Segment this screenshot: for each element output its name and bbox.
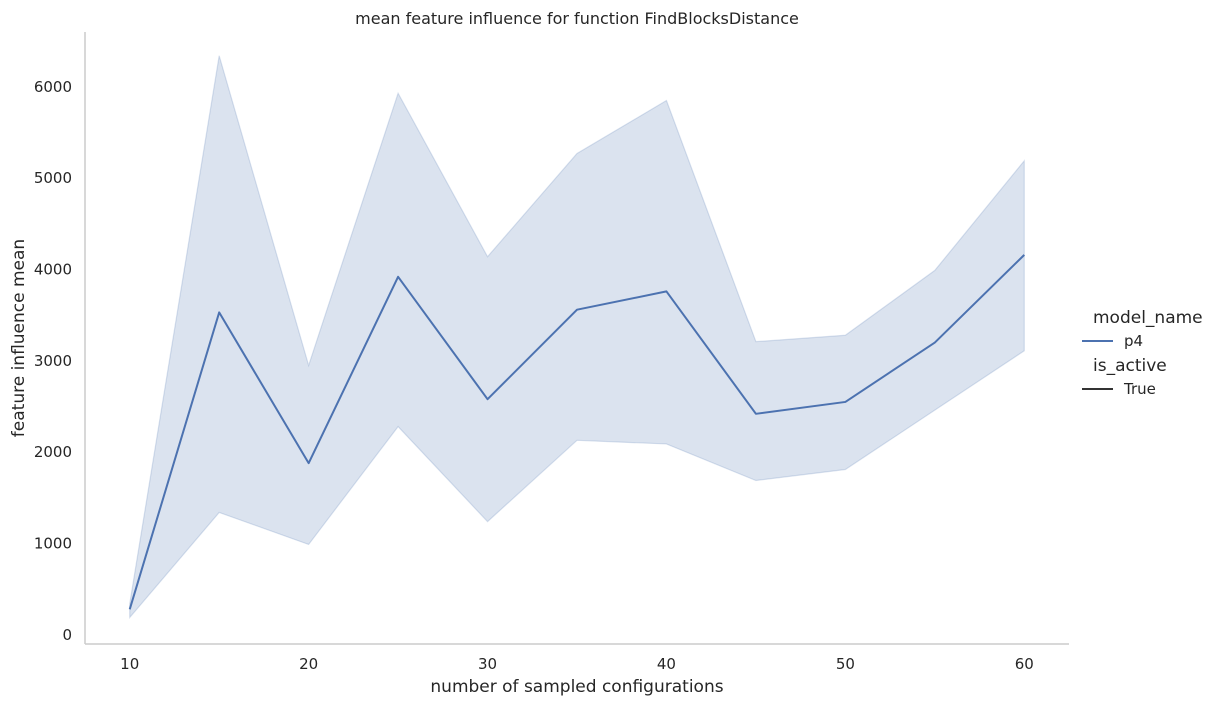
legend: model_name p4 is_active True: [1082, 308, 1203, 398]
series-line-p4: [128, 254, 1025, 610]
x-tick-label: 50: [836, 655, 855, 673]
x-tick-label: 60: [1015, 655, 1034, 673]
legend-title-model-name: model_name: [1093, 308, 1203, 328]
legend-entry-p4: p4: [1124, 332, 1143, 350]
y-axis-label: feature influence mean: [9, 239, 29, 437]
x-tick-label: 10: [120, 655, 139, 673]
x-tick-label: 40: [657, 655, 676, 673]
y-tick-label: 1000: [34, 535, 72, 553]
legend-entry-true: True: [1123, 380, 1156, 398]
x-tick-labels: 10 20 30 40 50 60: [120, 655, 1034, 673]
y-tick-labels: 0 1000 2000 3000 4000 5000 6000: [34, 78, 72, 644]
x-axis-label: number of sampled configurations: [430, 677, 723, 697]
plot-area: [128, 55, 1025, 620]
y-tick-label: 6000: [34, 78, 72, 96]
x-tick-label: 30: [478, 655, 497, 673]
y-tick-label: 2000: [34, 443, 72, 461]
chart-title: mean feature influence for function Find…: [355, 9, 799, 28]
confidence-band-p4: [129, 55, 1025, 620]
y-tick-label: 5000: [34, 169, 72, 187]
y-tick-label: 4000: [34, 260, 72, 278]
y-tick-label: 3000: [34, 352, 72, 370]
x-tick-label: 20: [299, 655, 318, 673]
y-tick-label: 0: [62, 626, 72, 644]
legend-title-is-active: is_active: [1093, 356, 1167, 376]
